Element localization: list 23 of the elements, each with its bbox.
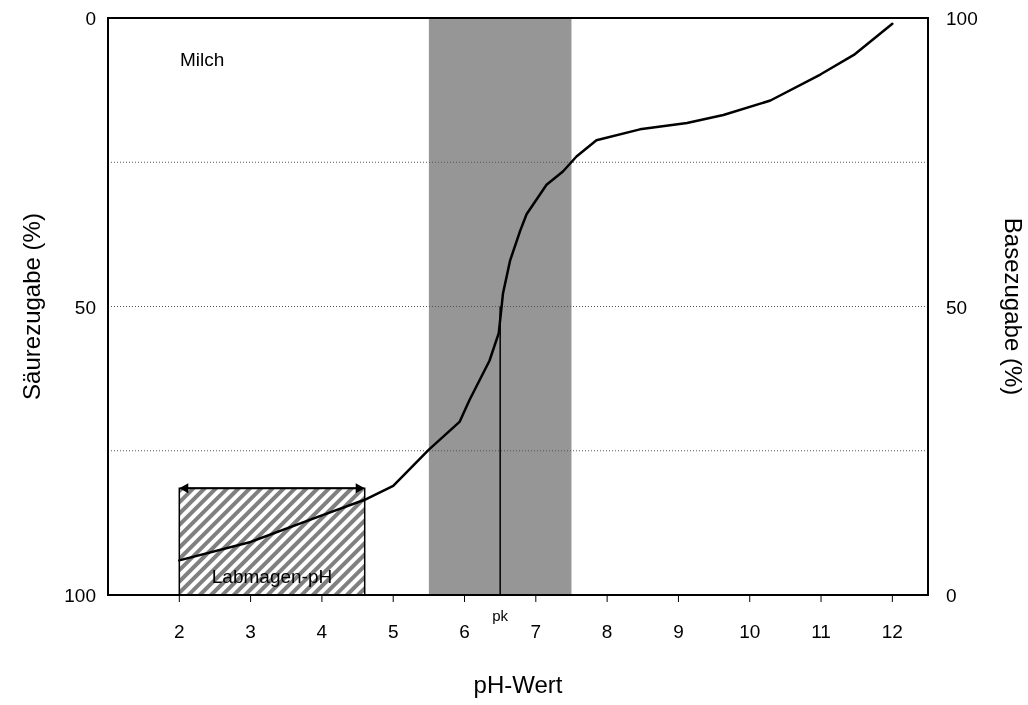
y2-tick-label: 50	[946, 296, 968, 318]
x-tick-label: 3	[245, 621, 256, 642]
x-tick-label: 2	[174, 621, 185, 642]
y2-tick-label: 0	[946, 585, 957, 606]
band-label: Labmagen-pH	[211, 566, 333, 587]
x-tick-label: 12	[881, 621, 903, 642]
x-tick-label: 11	[811, 621, 831, 642]
x-tick-label: 4	[316, 621, 328, 642]
y-axis-title: Säurezugabe (%)	[18, 213, 45, 400]
y-tick-label: 100	[64, 585, 96, 606]
x-tick-label: 9	[673, 621, 684, 642]
x-tick-label: 5	[387, 621, 399, 642]
y2-tick-label: 100	[946, 8, 978, 29]
x-axis-title: pH-Wert	[473, 671, 563, 698]
x-tick-label: 10	[739, 621, 761, 642]
annotation: Milch	[180, 49, 225, 70]
y-tick-label: 50	[74, 296, 96, 318]
ref-line-label: pk	[492, 607, 509, 624]
x-tick-label: 8	[601, 621, 613, 642]
x-tick-label: 6	[459, 621, 470, 642]
y2-axis-title: Basezugabe (%)	[1000, 217, 1027, 396]
x-tick-label: 7	[530, 621, 542, 642]
y-tick-label: 0	[85, 8, 96, 29]
